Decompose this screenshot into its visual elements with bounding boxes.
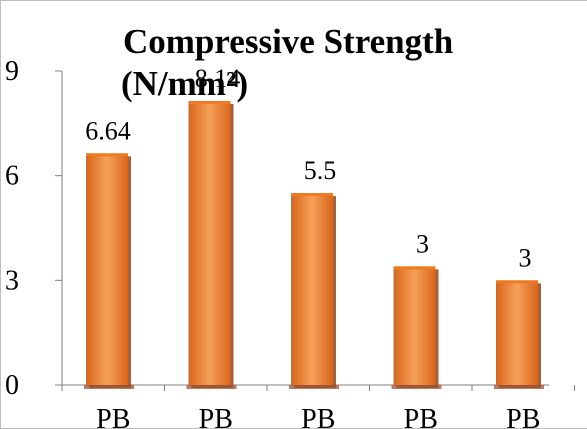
data-label: 3 (519, 243, 532, 272)
y-tick-label: 0 (5, 370, 19, 401)
bar (393, 266, 436, 385)
data-labels: 6.64 8.14 5.5 3 3 (85, 64, 531, 272)
x-category-labels: PB PB PB PB PB (96, 404, 540, 429)
bar-top-edge (291, 193, 333, 197)
bar-top-edge (393, 266, 436, 270)
data-label: 3 (416, 229, 429, 258)
data-label: 6.64 (85, 116, 131, 145)
y-tick-labels: 0 3 6 9 (5, 56, 19, 401)
bar (496, 280, 538, 385)
data-label: 8.14 (195, 64, 241, 93)
bar-top-edge (188, 101, 231, 105)
x-category-label: PB (404, 404, 438, 429)
bar-base-shadow (84, 385, 134, 389)
bar-top-edge (496, 280, 538, 284)
bar-top-edge (86, 153, 128, 157)
chart-title-line-2: (N/mm²) (121, 64, 248, 103)
bar (86, 153, 128, 385)
y-tick-label: 3 (5, 265, 19, 296)
bar-base-shadow (186, 385, 237, 389)
x-category-label: PB (199, 404, 233, 429)
y-tick-label: 6 (5, 161, 19, 192)
data-label: 5.5 (304, 156, 337, 185)
y-tick-label: 9 (5, 56, 19, 87)
bar-base-shadow (289, 385, 339, 389)
x-category-label: PB (506, 404, 540, 429)
bars (84, 101, 544, 389)
bar (291, 193, 333, 385)
x-category-label: PB (96, 404, 130, 429)
bar-base-shadow (391, 385, 442, 389)
bar (188, 101, 231, 385)
x-category-label: PB (301, 404, 335, 429)
bar-base-shadow (494, 385, 544, 389)
chart-title: Compressive Strength (N/mm²) (121, 22, 453, 103)
chart-title-line-1: Compressive Strength (123, 22, 453, 61)
